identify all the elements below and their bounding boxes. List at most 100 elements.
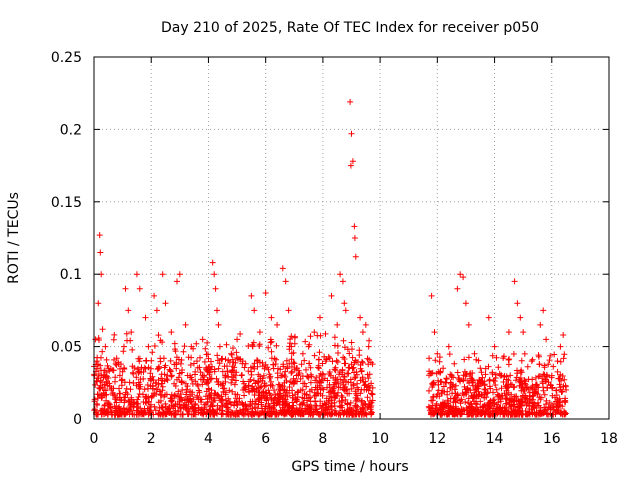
data-point xyxy=(490,389,496,396)
data-point xyxy=(105,375,112,381)
data-point xyxy=(524,363,531,370)
data-point xyxy=(557,358,564,365)
data-point xyxy=(119,376,126,383)
data-point xyxy=(237,407,243,414)
data-point xyxy=(302,409,309,416)
data-point xyxy=(223,400,230,407)
data-point xyxy=(366,337,373,344)
data-point xyxy=(529,409,536,416)
data-point xyxy=(241,364,248,371)
data-point xyxy=(270,406,277,412)
data-point xyxy=(351,235,358,241)
data-point xyxy=(347,98,354,105)
data-point xyxy=(280,399,287,406)
data-point xyxy=(256,359,263,366)
data-point xyxy=(484,389,491,396)
data-point xyxy=(232,372,239,379)
data-point xyxy=(351,369,357,376)
data-point xyxy=(148,393,155,400)
data-point xyxy=(128,396,135,403)
data-point xyxy=(335,384,342,391)
data-point xyxy=(255,378,262,385)
data-point xyxy=(263,389,270,396)
data-point xyxy=(493,354,500,361)
data-point xyxy=(529,376,536,383)
data-point xyxy=(557,384,564,391)
data-point xyxy=(188,374,195,381)
data-point xyxy=(113,399,120,406)
data-point xyxy=(341,385,348,392)
data-point xyxy=(197,369,204,376)
data-point xyxy=(232,411,239,418)
data-point xyxy=(216,395,223,402)
data-point xyxy=(311,393,318,399)
data-point xyxy=(490,397,497,404)
data-point xyxy=(426,355,433,362)
data-point xyxy=(222,401,229,408)
data-point xyxy=(270,365,277,372)
data-point xyxy=(173,365,180,372)
data-point xyxy=(462,300,469,307)
data-point xyxy=(341,344,348,351)
data-point xyxy=(548,372,555,379)
data-point xyxy=(367,397,373,404)
data-point xyxy=(313,374,320,381)
data-point xyxy=(346,350,353,357)
data-point xyxy=(198,407,205,414)
data-point xyxy=(322,358,329,365)
data-point xyxy=(127,337,134,344)
data-point xyxy=(543,401,549,408)
data-point xyxy=(557,343,564,350)
data-point xyxy=(91,396,98,403)
data-point xyxy=(292,391,299,398)
data-point xyxy=(503,373,510,380)
data-point xyxy=(225,406,232,413)
data-point xyxy=(222,372,229,379)
data-point xyxy=(204,380,211,387)
data-point xyxy=(168,391,175,398)
data-point xyxy=(116,385,122,392)
data-point xyxy=(192,371,198,378)
data-point xyxy=(294,394,301,400)
data-point xyxy=(255,411,262,418)
data-point xyxy=(288,370,295,376)
chart-title: Day 210 of 2025, Rate Of TEC Index for r… xyxy=(161,20,539,36)
data-point xyxy=(298,407,305,414)
data-point xyxy=(290,359,297,366)
data-point xyxy=(168,373,175,380)
data-point xyxy=(349,365,356,372)
data-point xyxy=(557,402,564,409)
data-point xyxy=(129,346,136,353)
data-point xyxy=(312,406,319,413)
data-point xyxy=(96,337,102,343)
data-point xyxy=(126,379,133,386)
data-point xyxy=(479,374,486,381)
data-point xyxy=(311,352,318,359)
data-point xyxy=(327,388,334,395)
data-point xyxy=(477,379,484,385)
data-point xyxy=(172,348,179,355)
data-point xyxy=(543,371,550,378)
data-point xyxy=(203,401,210,407)
data-point xyxy=(229,356,236,363)
data-point xyxy=(268,395,275,402)
data-point xyxy=(333,357,340,364)
data-point xyxy=(152,407,159,414)
data-point xyxy=(454,285,461,292)
data-point xyxy=(449,383,456,390)
data-point xyxy=(505,377,512,384)
data-point xyxy=(113,355,120,362)
data-point xyxy=(551,407,558,413)
data-point xyxy=(334,376,341,383)
data-point xyxy=(137,383,144,390)
data-point xyxy=(219,411,226,418)
data-point xyxy=(470,406,477,413)
data-point xyxy=(532,389,539,396)
data-point xyxy=(468,375,475,382)
data-point xyxy=(449,411,456,418)
data-point xyxy=(98,354,104,361)
data-point xyxy=(288,333,295,340)
data-point xyxy=(526,400,533,407)
data-point xyxy=(486,383,493,390)
data-point xyxy=(224,363,230,370)
